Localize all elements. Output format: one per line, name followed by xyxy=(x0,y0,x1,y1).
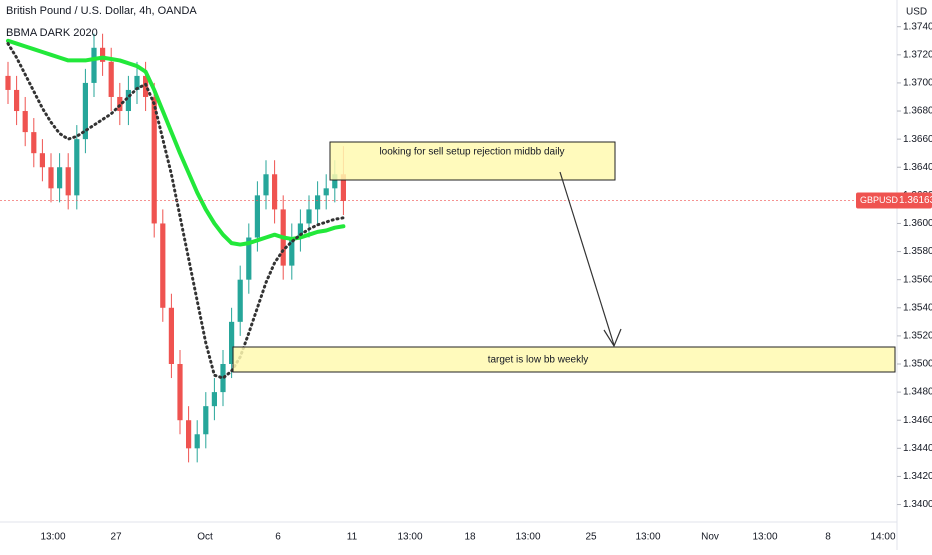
x-tick-label: 13:00 xyxy=(515,532,540,543)
x-tick-label: 13:00 xyxy=(397,532,422,543)
candle-body xyxy=(168,307,174,364)
candle-body xyxy=(160,223,166,308)
annotation-box xyxy=(232,346,896,373)
last-price-badge xyxy=(856,192,932,209)
y-tick-label: 1.36400 xyxy=(903,162,932,173)
candle-body xyxy=(272,174,278,210)
x-tick-label: 14:00 xyxy=(870,532,895,543)
x-tick-label: 13:00 xyxy=(40,532,65,543)
symbol-label: GBPUSD xyxy=(860,195,899,205)
y-tick-label: 1.34000 xyxy=(903,499,932,510)
x-tick-label: 25 xyxy=(585,532,597,543)
x-tick-label: 13:00 xyxy=(635,532,660,543)
candle-body xyxy=(57,167,63,189)
candle-body xyxy=(125,89,131,112)
annotation-box xyxy=(329,141,616,181)
y-tick-label: 1.34400 xyxy=(903,443,932,454)
y-tick-label: 1.35600 xyxy=(903,274,932,285)
candle-body xyxy=(254,195,260,238)
last-price-label: 1.36163 xyxy=(899,195,932,206)
x-tick-label: 27 xyxy=(110,532,122,543)
candle-body xyxy=(306,209,312,224)
candle-body xyxy=(134,75,140,90)
candle-body xyxy=(297,223,303,238)
x-tick-label: 18 xyxy=(464,532,476,543)
y-tick-label: 1.34600 xyxy=(903,415,932,426)
plot xyxy=(0,33,897,463)
candle-body xyxy=(39,153,45,168)
x-tick-label: 8 xyxy=(825,532,831,543)
axes: 1.34000 1.34200 1.34400 1.34600 1.34800 1.350… xyxy=(40,21,932,543)
candle-body xyxy=(315,195,321,210)
candle-body xyxy=(323,188,329,196)
candle-body xyxy=(211,392,217,407)
x-tick-label: Oct xyxy=(197,532,213,543)
arrow-head xyxy=(603,328,622,348)
candle-body xyxy=(203,406,209,435)
y-tick-label: 1.37000 xyxy=(903,78,932,89)
candle-body xyxy=(194,434,200,449)
candle-body xyxy=(65,167,71,196)
candle-body xyxy=(246,237,252,280)
y-tick-label: 1.34200 xyxy=(903,471,932,482)
chart-title: British Pound / U.S. Dollar, 4h, OANDA xyxy=(6,5,197,17)
candle-body xyxy=(14,89,20,112)
candle-body xyxy=(91,47,97,83)
candle-body xyxy=(5,75,11,90)
x-tick-label: 13:00 xyxy=(752,532,777,543)
y-tick-label: 1.35200 xyxy=(903,331,932,342)
annotation-text: looking for sell setup rejection midbb d… xyxy=(379,147,564,158)
indicator-line xyxy=(6,38,346,247)
indicator-name: BBMA DARK 2020 xyxy=(6,27,98,39)
candle-body xyxy=(263,174,269,196)
currency-label: USD xyxy=(906,7,927,18)
indicator-line xyxy=(6,42,345,380)
y-tick-label: 1.35800 xyxy=(903,246,932,257)
y-tick-label: 1.37400 xyxy=(903,21,932,32)
candle-body xyxy=(151,96,157,224)
x-tick-label: Nov xyxy=(701,532,719,543)
candle-body xyxy=(237,279,243,322)
x-tick-label: 11 xyxy=(347,532,358,543)
annotation-text: target is low bb weekly xyxy=(488,355,589,366)
candle-body xyxy=(186,420,192,449)
y-tick-label: 1.36800 xyxy=(903,106,932,117)
candle-body xyxy=(22,111,28,133)
candle-body xyxy=(177,364,183,421)
candle-body xyxy=(117,96,123,112)
y-tick-label: 1.35400 xyxy=(903,302,932,313)
candle-body xyxy=(108,61,114,97)
candle-body xyxy=(229,321,235,364)
candle-body xyxy=(220,364,226,393)
y-tick-label: 1.35000 xyxy=(903,359,932,370)
candle-body xyxy=(332,174,338,189)
candle-body xyxy=(74,139,80,196)
y-tick-label: 1.36000 xyxy=(903,218,932,229)
candle-body xyxy=(82,82,88,140)
candle-body xyxy=(289,237,295,266)
y-tick-label: 1.36600 xyxy=(903,134,932,145)
x-tick-label: 6 xyxy=(275,532,281,543)
arrow xyxy=(559,171,615,346)
candle-body xyxy=(340,174,346,201)
candle-body xyxy=(31,132,37,154)
y-tick-label: 1.37200 xyxy=(903,49,932,60)
y-tick-label: 1.34800 xyxy=(903,387,932,398)
candle-body xyxy=(100,47,106,62)
candle-body xyxy=(48,167,54,189)
